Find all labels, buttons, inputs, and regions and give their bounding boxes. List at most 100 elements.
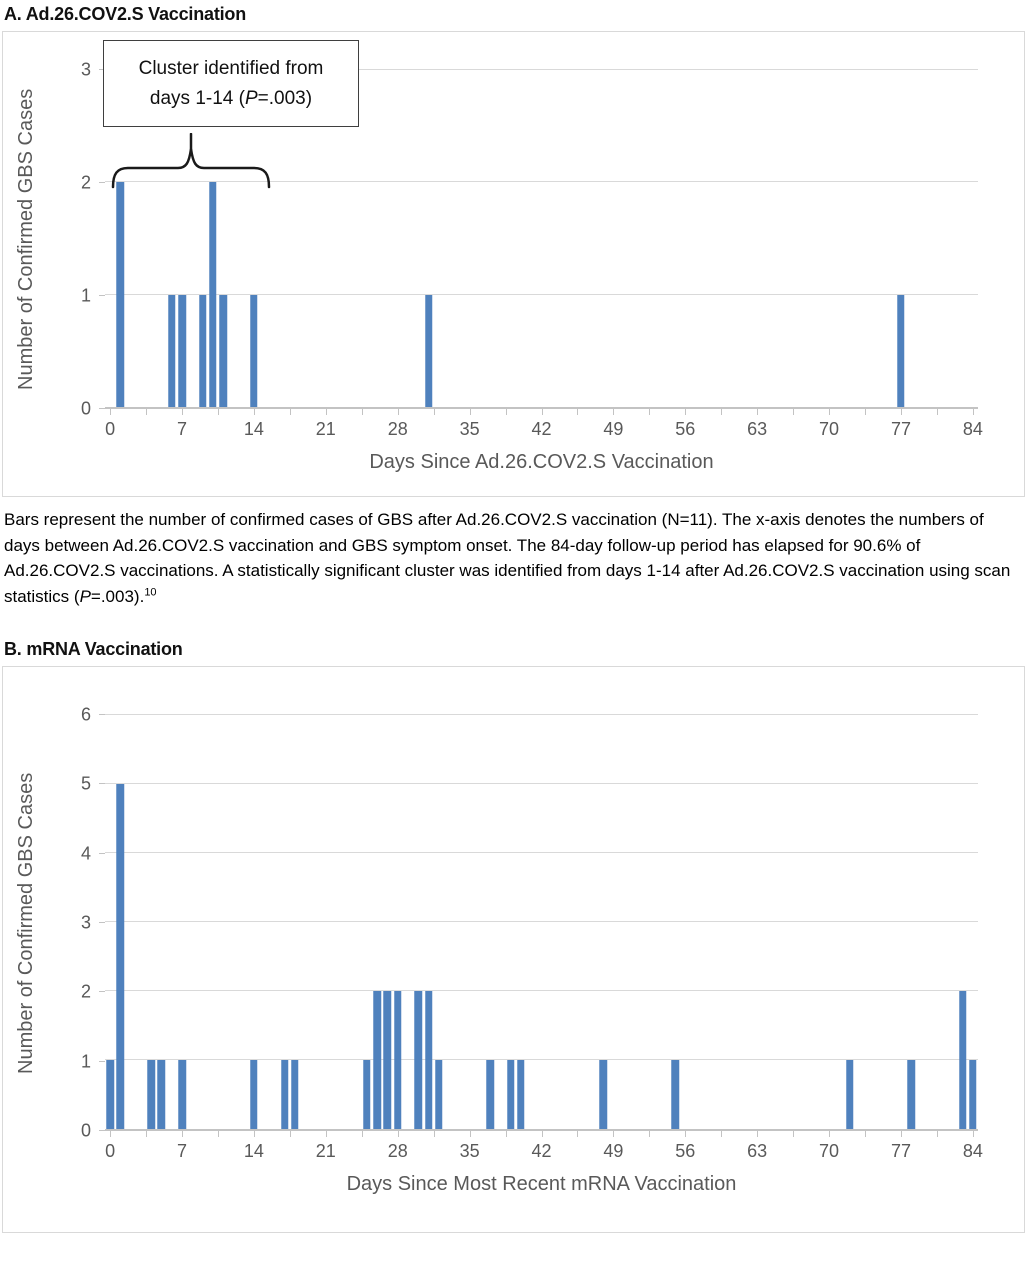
- x-tick-label: 7: [177, 419, 188, 439]
- bar: [845, 1060, 854, 1129]
- caption-reference-superscript: 10: [144, 585, 157, 598]
- x-tick-label: 56: [675, 419, 696, 439]
- x-tick-label: 14: [243, 1141, 264, 1161]
- x-tick-mark: [757, 1131, 759, 1137]
- annotation-line1: Cluster identified from: [138, 58, 324, 79]
- bar: [291, 1060, 299, 1129]
- bar: [178, 1060, 186, 1129]
- gridline: [105, 69, 978, 70]
- x-tick-mark: [541, 409, 543, 415]
- y-tick-mark: [99, 294, 105, 296]
- panel-b-title: B. mRNA Vaccination: [4, 639, 183, 659]
- x-tick-mark: [649, 1131, 651, 1137]
- x-tick-mark: [685, 409, 687, 415]
- y-tick-label: 0: [80, 398, 91, 419]
- x-tick-label: 35: [459, 419, 480, 439]
- x-tick-mark: [146, 1131, 148, 1137]
- y-tick-mark: [99, 69, 105, 70]
- panel-a-title: A. Ad.26.COV2.S Vaccination: [4, 4, 247, 24]
- gridline: [105, 1059, 978, 1060]
- y-tick-mark: [99, 783, 105, 785]
- x-tick-label: 42: [531, 419, 552, 439]
- x-tick-label: 0: [105, 419, 116, 439]
- bar: [435, 1060, 443, 1129]
- bar: [424, 991, 433, 1129]
- gridline: [105, 782, 978, 784]
- x-tick-mark: [397, 1131, 399, 1137]
- x-tick-mark: [577, 409, 579, 415]
- cluster-annotation: Cluster identified from days 1-14 (P=.00…: [103, 40, 359, 127]
- y-tick-label: 0: [80, 1120, 91, 1141]
- x-tick-label: 14: [243, 419, 264, 439]
- x-tick-mark: [397, 409, 399, 415]
- x-tick-mark: [182, 409, 184, 415]
- x-tick-mark: [505, 1131, 507, 1137]
- bar: [897, 294, 905, 407]
- chart-panel-a: Number of Confirmed GBS Cases 0 1 2 3 0 7 14 2…: [2, 31, 1025, 497]
- gridline: [105, 989, 978, 991]
- bar: [250, 294, 258, 407]
- x-tick-mark: [110, 409, 112, 415]
- cluster-brace-icon: [111, 133, 271, 189]
- x-tick-mark: [757, 409, 759, 415]
- x-tick-mark: [865, 1131, 867, 1137]
- x-tick-label: 63: [747, 419, 768, 439]
- bar: [969, 1060, 977, 1129]
- x-tick-mark: [289, 409, 291, 415]
- y-tick-label: 6: [80, 704, 91, 725]
- bar: [106, 1060, 114, 1129]
- x-tick-mark: [649, 409, 651, 415]
- x-tick-mark: [146, 409, 148, 415]
- caption-text: Bars represent the number of confirmed c…: [4, 510, 1011, 606]
- x-tick-label: 63: [747, 1141, 768, 1161]
- x-tick-label: 70: [819, 419, 840, 439]
- x-tick-label: 84: [962, 419, 983, 439]
- y-tick-label: 3: [80, 59, 91, 80]
- bar: [178, 294, 186, 407]
- bar: [157, 1060, 166, 1129]
- x-tick-mark: [793, 1131, 795, 1137]
- y-tick-label: 4: [80, 843, 91, 864]
- x-tick-mark: [325, 409, 327, 415]
- gridline: [105, 181, 978, 183]
- bar: [907, 1060, 915, 1129]
- bar: [219, 294, 227, 407]
- x-axis-title: Days Since Ad.26.COV2.S Vaccination: [369, 451, 714, 473]
- y-tick-mark: [99, 1130, 105, 1131]
- y-tick-mark: [99, 991, 105, 993]
- x-tick-mark: [182, 1131, 184, 1137]
- plot-area: [105, 714, 978, 1131]
- x-tick-mark: [613, 1131, 615, 1137]
- x-tick-label: 0: [105, 1141, 116, 1161]
- bar: [116, 182, 125, 407]
- x-tick-mark: [505, 409, 507, 415]
- x-tick-label: 49: [603, 1141, 624, 1161]
- y-tick-label: 2: [80, 981, 91, 1002]
- x-axis-title: Days Since Most Recent mRNA Vaccination: [346, 1173, 737, 1195]
- y-axis-title: Number of Confirmed GBS Cases: [15, 88, 37, 391]
- y-tick-label: 1: [80, 285, 91, 306]
- x-tick-mark: [936, 409, 938, 415]
- x-tick-mark: [685, 1131, 687, 1137]
- figure-caption: Bars represent the number of confirmed c…: [4, 507, 1023, 609]
- x-tick-mark: [469, 1131, 471, 1137]
- x-tick-label: 42: [531, 1141, 552, 1161]
- x-axis-labels: 0 7 14 21 28 35 42 49 56 63 70 77 84: [105, 1131, 983, 1163]
- y-tick-mark: [99, 408, 105, 409]
- y-axis-labels: 0 1 2 3 4 5 6: [49, 705, 105, 1141]
- bar: [393, 991, 402, 1129]
- x-tick-mark: [721, 409, 723, 415]
- y-tick-mark: [99, 714, 105, 715]
- x-tick-mark: [253, 409, 255, 415]
- bar: [280, 1060, 289, 1129]
- x-tick-mark: [469, 409, 471, 415]
- x-tick-label: 49: [603, 419, 624, 439]
- x-tick-mark: [865, 409, 867, 415]
- annotation-p: P: [244, 88, 258, 110]
- x-tick-label: 56: [675, 1141, 696, 1161]
- caption-p-italic: P: [79, 586, 91, 606]
- y-tick-mark: [99, 181, 105, 183]
- x-tick-mark: [793, 409, 795, 415]
- y-tick-label: 1: [80, 1051, 91, 1072]
